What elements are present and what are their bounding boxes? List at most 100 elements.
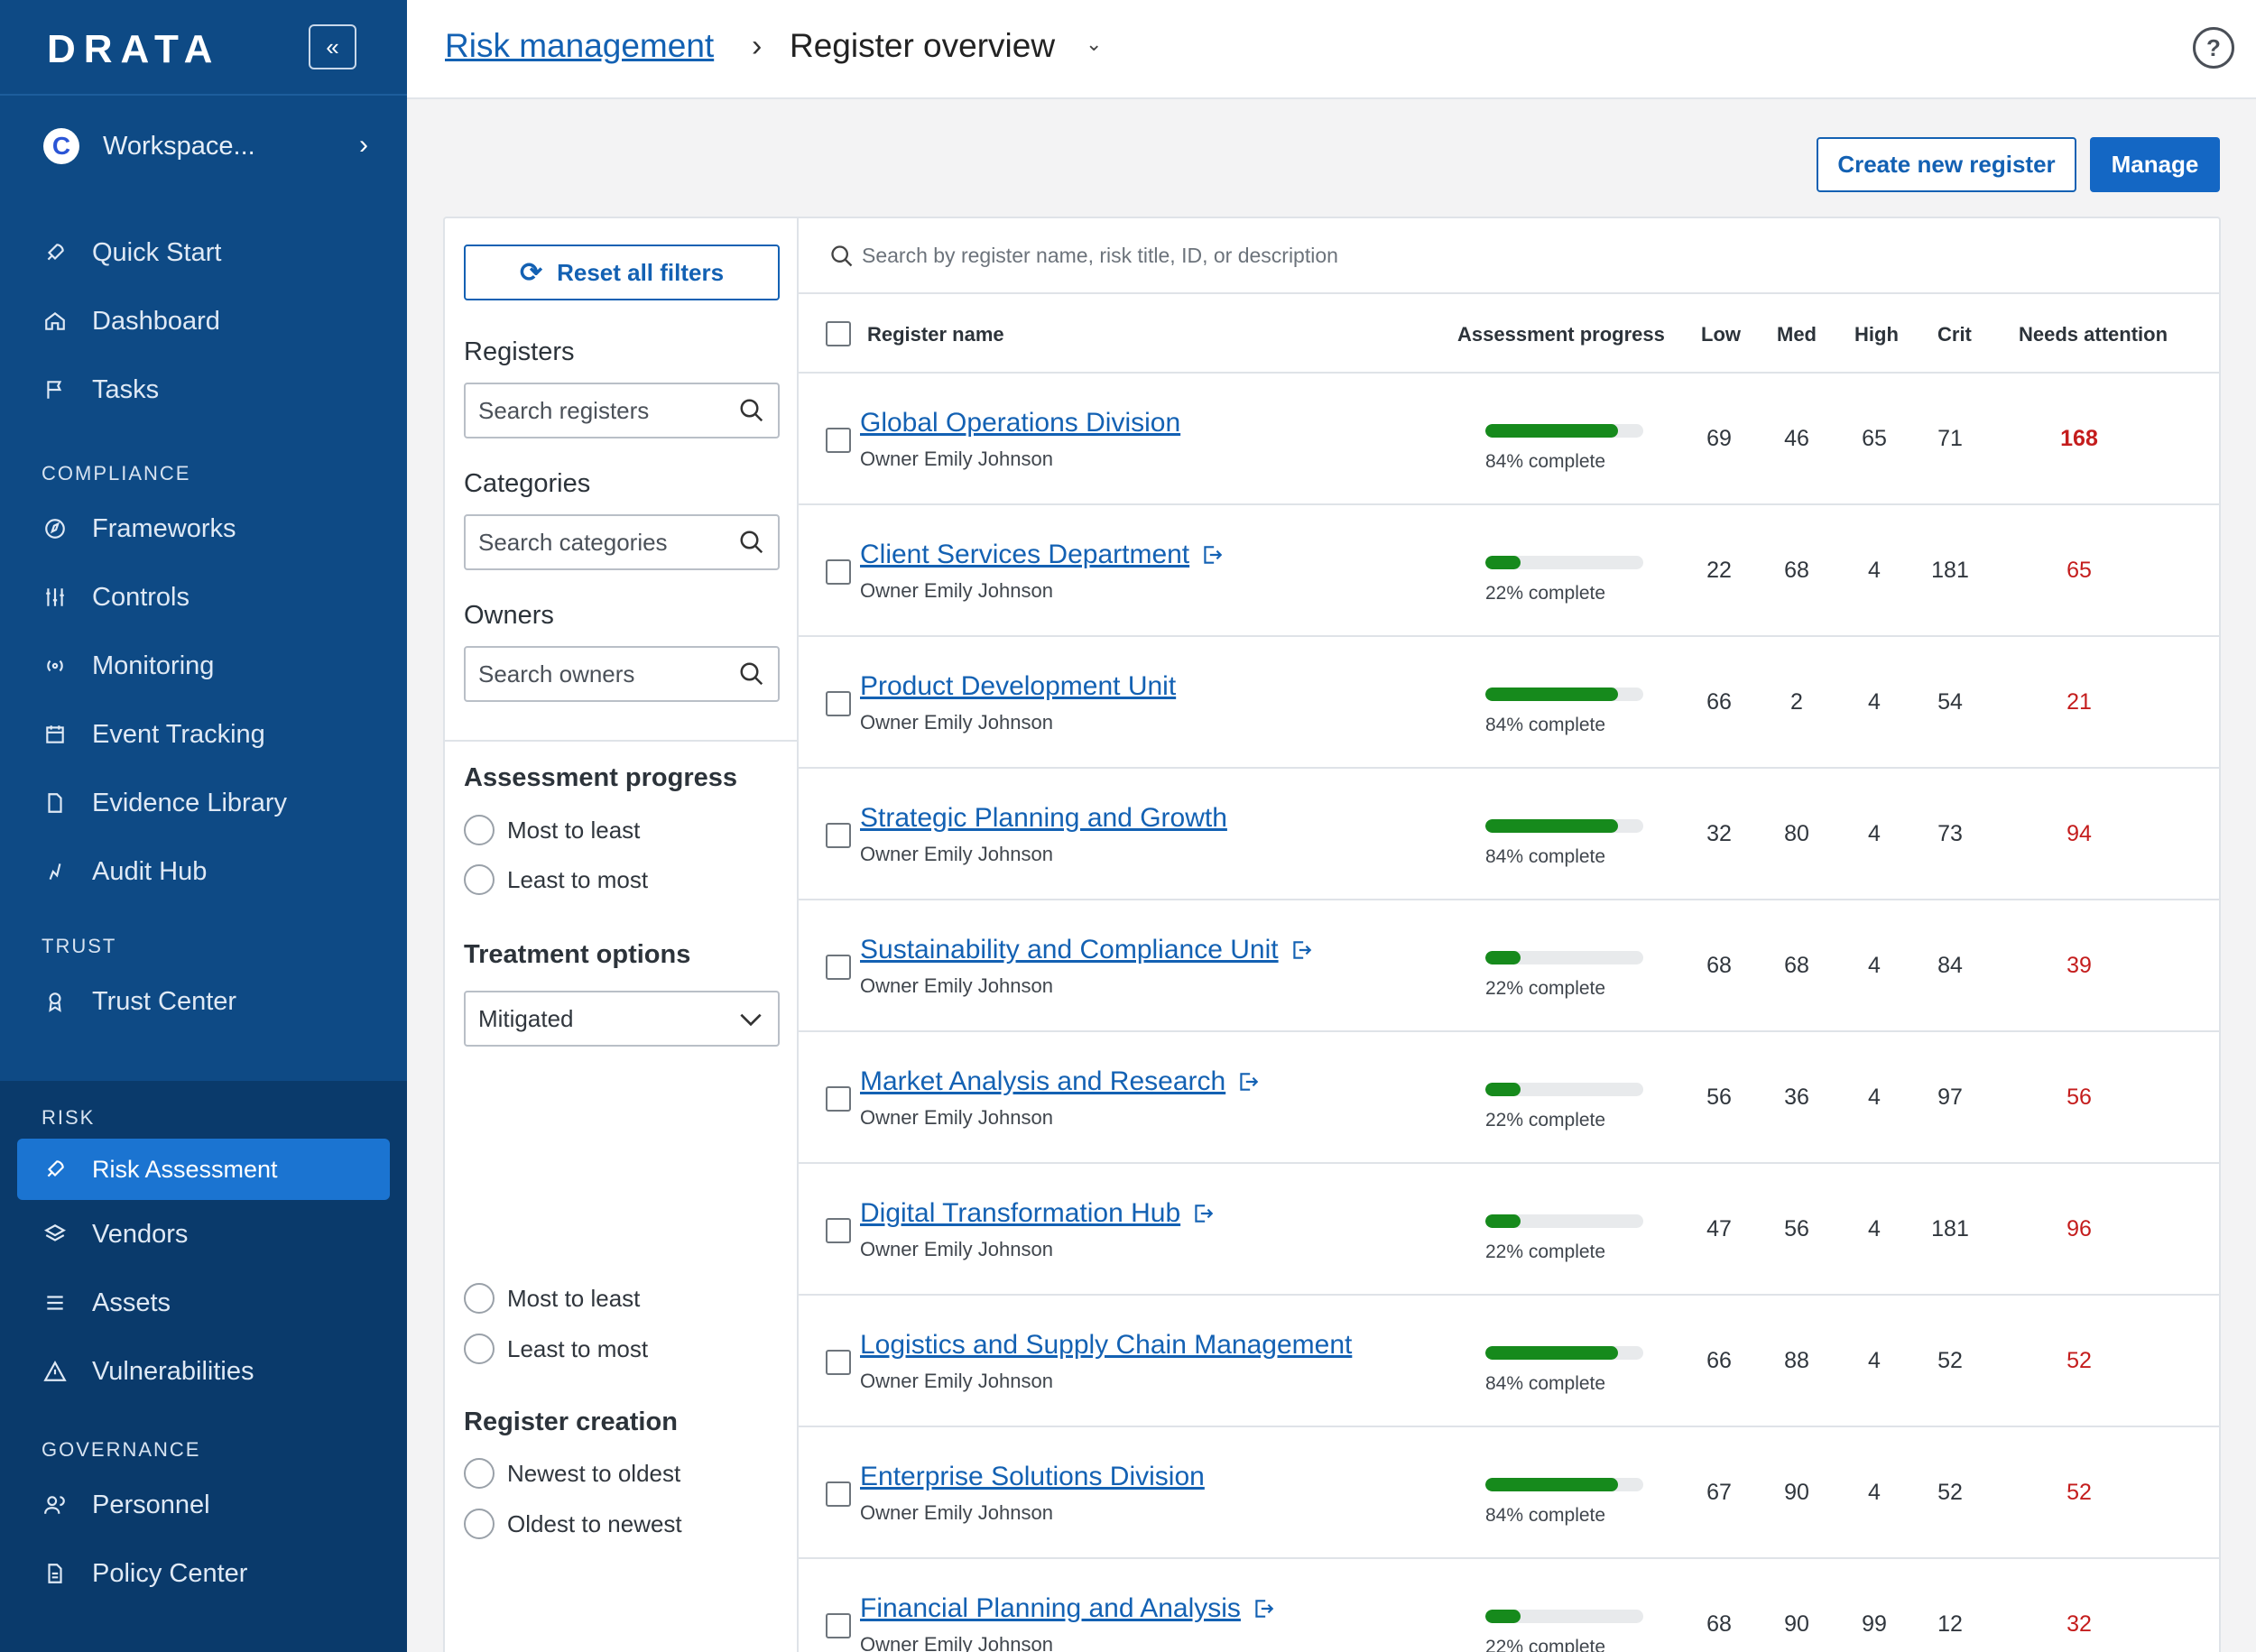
crit-count: 97: [1937, 1084, 1963, 1110]
chevron-down-icon[interactable]: ⌄: [1086, 32, 1103, 55]
treatment-least-to-most-radio[interactable]: Least to most: [464, 1334, 648, 1364]
assessment-progress-label: 84% complete: [1485, 1373, 1606, 1394]
treatment-selected-value: Mitigated: [478, 1004, 574, 1032]
high-count: 99: [1862, 1611, 1887, 1637]
high-count: 65: [1862, 426, 1887, 451]
register-name-link[interactable]: Sustainability and Compliance Unit: [860, 935, 1313, 965]
sidebar-item-risk-assessment[interactable]: Risk Assessment: [17, 1139, 390, 1200]
sidebar-item-frameworks[interactable]: Frameworks: [0, 494, 407, 563]
treatment-most-to-least-radio[interactable]: Most to least: [464, 1283, 640, 1314]
manage-button[interactable]: Manage: [2090, 137, 2220, 192]
column-register-name[interactable]: Register name: [867, 323, 1004, 346]
column-assessment-progress[interactable]: Assessment progress: [1457, 323, 1665, 346]
column-med[interactable]: Med: [1777, 323, 1817, 346]
row-checkbox[interactable]: [826, 428, 851, 453]
breadcrumb-risk-management[interactable]: Risk management: [445, 27, 715, 64]
assessment-progress-bar: [1485, 556, 1643, 569]
creation-newest-to-oldest-radio[interactable]: Newest to oldest: [464, 1458, 680, 1489]
sidebar-item-personnel[interactable]: Personnel: [0, 1471, 407, 1539]
column-high[interactable]: High: [1854, 323, 1899, 346]
register-name-link[interactable]: Global Operations Division: [860, 408, 1180, 438]
flag-icon: [42, 376, 69, 403]
sidebar-item-tasks[interactable]: Tasks: [0, 355, 407, 424]
register-name-link[interactable]: Financial Planning and Analysis: [860, 1593, 1275, 1624]
crit-count: 84: [1937, 953, 1963, 978]
row-checkbox[interactable]: [826, 1350, 851, 1375]
sidebar-item-event-tracking[interactable]: Event Tracking: [0, 700, 407, 769]
row-checkbox[interactable]: [826, 1481, 851, 1507]
register-name-link[interactable]: Enterprise Solutions Division: [860, 1462, 1205, 1492]
table-row[interactable]: Digital Transformation Hub Owner Emily Jo…: [799, 1164, 2221, 1296]
assessment-progress-bar: [1485, 688, 1643, 701]
row-checkbox[interactable]: [826, 691, 851, 716]
high-count: 4: [1868, 558, 1881, 583]
register-name: Logistics and Supply Chain Management: [860, 1330, 1353, 1360]
table-row[interactable]: Product Development Unit Owner Emily John…: [799, 637, 2221, 769]
workspace-switcher[interactable]: C Workspace... ›: [43, 126, 368, 166]
column-needs-attention[interactable]: Needs attention: [2019, 323, 2168, 346]
search-icon: [740, 662, 763, 686]
register-name-link[interactable]: Client Services Department: [860, 540, 1224, 570]
register-name-link[interactable]: Product Development Unit: [860, 671, 1176, 702]
table-row[interactable]: Strategic Planning and Growth Owner Emily…: [799, 769, 2221, 900]
help-icon[interactable]: ?: [2193, 27, 2234, 69]
column-low[interactable]: Low: [1701, 323, 1741, 346]
collapse-sidebar-button[interactable]: «: [309, 24, 356, 69]
sidebar-item-evidence-library[interactable]: Evidence Library: [0, 769, 407, 837]
create-new-register-button[interactable]: Create new register: [1817, 137, 2076, 192]
reset-filters-button[interactable]: ⟳ Reset all filters: [464, 245, 780, 300]
table-row[interactable]: Enterprise Solutions Division Owner Emily…: [799, 1427, 2221, 1559]
low-count: 56: [1706, 1084, 1732, 1110]
sidebar-item-quick-start[interactable]: Quick Start: [0, 218, 407, 287]
treatment-select[interactable]: Mitigated: [464, 991, 780, 1047]
sidebar-item-label: Audit Hub: [92, 856, 208, 886]
search-registers-input[interactable]: Search registers: [464, 383, 780, 438]
table-row[interactable]: Sustainability and Compliance Unit Owner …: [799, 900, 2221, 1032]
med-count: 46: [1784, 426, 1809, 451]
compass-icon: [42, 515, 69, 542]
register-name-link[interactable]: Logistics and Supply Chain Management: [860, 1330, 1352, 1361]
search-icon: [740, 531, 763, 554]
table-row[interactable]: Market Analysis and Research Owner Emily …: [799, 1032, 2221, 1164]
search-owners-placeholder: Search owners: [478, 660, 635, 688]
search-owners-input[interactable]: Search owners: [464, 646, 780, 702]
sidebar-item-dashboard[interactable]: Dashboard: [0, 287, 407, 355]
sidebar-item-monitoring[interactable]: Monitoring: [0, 632, 407, 700]
sidebar-item-vendors[interactable]: Vendors: [0, 1200, 407, 1269]
row-checkbox[interactable]: [826, 823, 851, 848]
table-row[interactable]: Global Operations Division Owner Emily Jo…: [799, 374, 2221, 505]
row-checkbox[interactable]: [826, 1086, 851, 1112]
register-name-link[interactable]: Market Analysis and Research: [860, 1066, 1260, 1097]
sidebar-item-controls[interactable]: Controls: [0, 563, 407, 632]
sidebar-item-vulnerabilities[interactable]: Vulnerabilities: [0, 1337, 407, 1406]
row-checkbox[interactable]: [826, 1218, 851, 1243]
assessment-most-to-least-radio[interactable]: Most to least: [464, 815, 640, 845]
sidebar-item-label: Evidence Library: [92, 788, 287, 817]
column-crit[interactable]: Crit: [1937, 323, 1972, 346]
register-name-link[interactable]: Digital Transformation Hub: [860, 1198, 1215, 1229]
select-all-checkbox[interactable]: [826, 321, 851, 346]
register-owner: Owner Emily Johnson: [860, 1633, 1053, 1652]
sidebar-item-assets[interactable]: Assets: [0, 1269, 407, 1337]
row-checkbox[interactable]: [826, 1613, 851, 1638]
breadcrumb-current-page: Register overview: [790, 27, 1056, 64]
table-row[interactable]: Client Services Department Owner Emily Jo…: [799, 505, 2221, 637]
row-checkbox[interactable]: [826, 559, 851, 585]
sidebar-header: DRATA «: [0, 0, 407, 96]
crit-count: 52: [1937, 1480, 1963, 1505]
sidebar-item-label: Quick Start: [92, 237, 222, 267]
workspace-logo-icon: C: [43, 128, 79, 164]
assessment-least-to-most-radio[interactable]: Least to most: [464, 864, 648, 895]
register-name-link[interactable]: Strategic Planning and Growth: [860, 803, 1227, 834]
sidebar-item-audit-hub[interactable]: Audit Hub: [0, 837, 407, 906]
sidebar-item-trust-center[interactable]: Trust Center: [0, 967, 407, 1036]
table-row[interactable]: Financial Planning and Analysis Owner Emi…: [799, 1559, 2221, 1652]
table-row[interactable]: Logistics and Supply Chain Management Own…: [799, 1296, 2221, 1427]
search-categories-input[interactable]: Search categories: [464, 514, 780, 570]
row-checkbox[interactable]: [826, 955, 851, 980]
sidebar-item-policy-center[interactable]: Policy Center: [0, 1539, 407, 1608]
creation-oldest-to-newest-radio[interactable]: Oldest to newest: [464, 1509, 682, 1539]
table-search-input[interactable]: Search by register name, risk title, ID,…: [799, 218, 2221, 294]
assessment-progress-bar: [1485, 1478, 1643, 1491]
sidebar-item-label: Monitoring: [92, 651, 215, 680]
